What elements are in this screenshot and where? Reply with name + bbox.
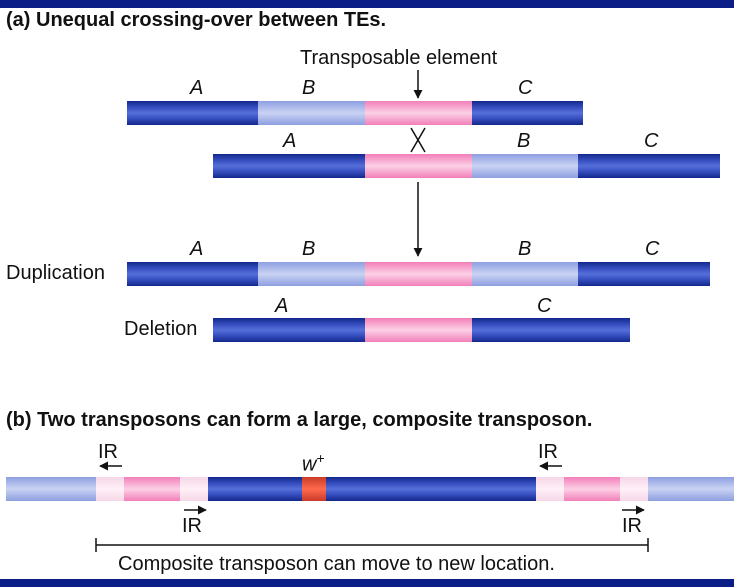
region-b	[472, 262, 578, 286]
gene-a-label: A	[275, 295, 289, 317]
transposable-element	[124, 477, 180, 501]
transposable-element	[365, 154, 472, 178]
inverted-repeat	[536, 477, 564, 501]
gene-c-label: C	[537, 295, 552, 317]
transposable-element	[365, 318, 472, 342]
transposable-element	[564, 477, 620, 501]
te-label: Transposable element	[300, 47, 498, 69]
deletion-label: Deletion	[124, 318, 198, 340]
duplication-label: Duplication	[6, 262, 105, 284]
w-gene-label: w+	[302, 450, 325, 476]
gene-b-label: B	[517, 130, 531, 152]
inverted-repeat	[96, 477, 124, 501]
gene-a-label: A	[190, 77, 204, 99]
chromosome-1	[127, 101, 583, 125]
duplication-chromosome	[127, 262, 710, 286]
gene-b-label: B	[518, 238, 532, 260]
composite-caption: Composite transposon can move to new loc…	[118, 553, 555, 575]
gene-a-label: A	[190, 238, 204, 260]
region-b	[258, 101, 365, 125]
ir-label: IR	[622, 515, 642, 537]
gene-c-label: C	[518, 77, 533, 99]
gene-c-label: C	[645, 238, 660, 260]
ir-label: IR	[538, 441, 558, 463]
inverted-repeat	[180, 477, 208, 501]
gene-c-label: C	[644, 130, 659, 152]
flanking-region	[648, 477, 734, 501]
composite-chromosome	[6, 477, 734, 501]
transposable-element	[365, 101, 472, 125]
deletion-chromosome	[213, 318, 630, 342]
flanking-region	[6, 477, 96, 501]
panel-b-heading: (b) Two transposons can form a large, co…	[6, 409, 593, 431]
panel-a-heading: (a) Unequal crossing-over between TEs.	[6, 9, 387, 31]
region-b	[258, 262, 365, 286]
region-b	[472, 154, 578, 178]
gene-b-label: B	[302, 238, 316, 260]
chromosome-2	[213, 154, 720, 178]
inverted-repeat	[620, 477, 648, 501]
ir-label: IR	[182, 515, 202, 537]
w-gene	[302, 477, 326, 501]
gene-b-label: B	[302, 77, 316, 99]
ir-label: IR	[98, 441, 118, 463]
transposable-element	[365, 262, 472, 286]
gene-a-label: A	[283, 130, 297, 152]
